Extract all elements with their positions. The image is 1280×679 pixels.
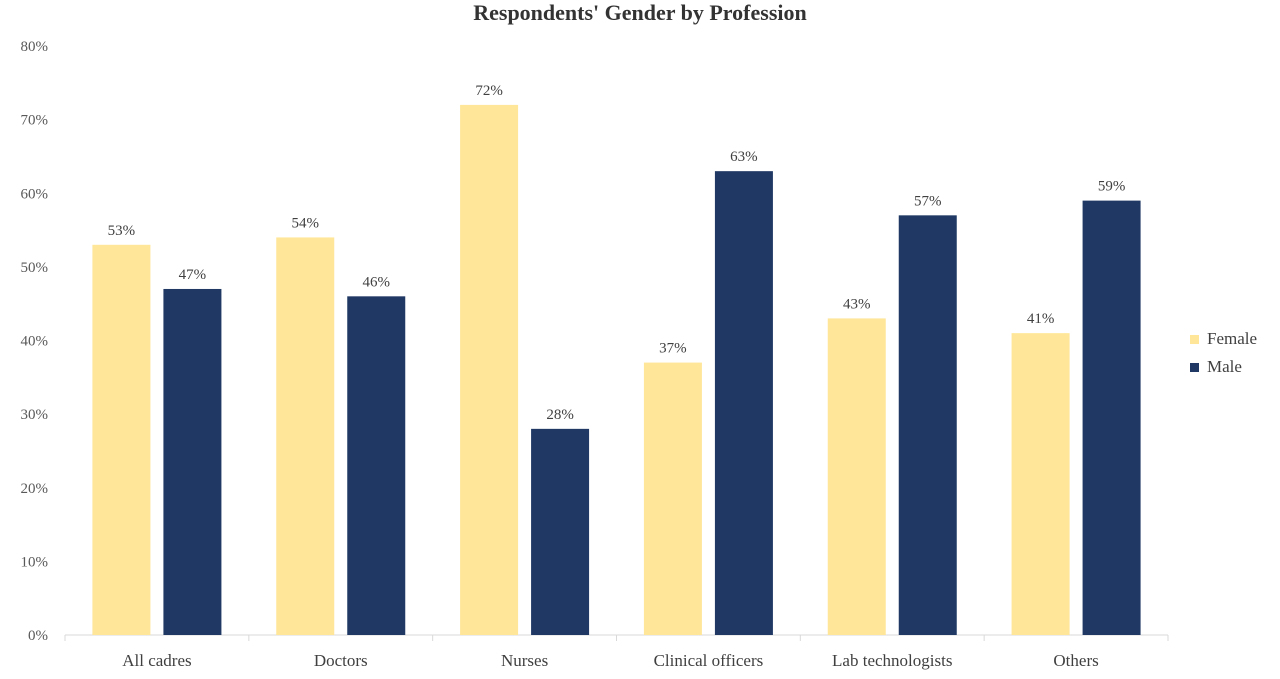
data-label: 28% <box>546 407 574 423</box>
data-label: 53% <box>108 223 136 239</box>
bar-female <box>92 244 151 635</box>
x-axis: All cadres Doctors Nurses Clinical officers… <box>64 634 1169 670</box>
bar-female <box>1011 333 1070 635</box>
y-tick-label: 10% <box>21 554 49 570</box>
data-label: 57% <box>914 193 942 209</box>
bar-female <box>827 318 886 635</box>
y-tick-label: 60% <box>21 186 49 202</box>
data-label: 54% <box>292 215 320 231</box>
bar-female <box>460 104 519 635</box>
y-tick-label: 0% <box>28 628 48 644</box>
data-label: 37% <box>659 341 687 357</box>
data-label: 59% <box>1098 179 1126 195</box>
x-category-label: Doctors <box>314 651 368 670</box>
legend-swatch-male <box>1190 363 1199 372</box>
data-label: 63% <box>730 149 758 165</box>
x-category-label: Lab technologists <box>832 651 952 670</box>
bar-male <box>163 288 222 635</box>
bar-male <box>1082 200 1141 636</box>
data-labels: 53% 47% 54% 46% 72% 28% 37% 63% 43% 57% 41% 59% <box>108 83 1126 423</box>
x-category-label: Clinical officers <box>654 651 764 670</box>
data-label: 46% <box>363 274 391 290</box>
data-label: 72% <box>475 83 503 99</box>
bars <box>92 104 1141 636</box>
bar-female <box>643 362 702 635</box>
data-label: 43% <box>843 296 871 312</box>
y-tick-label: 70% <box>21 113 49 129</box>
y-tick-label: 80% <box>21 39 49 55</box>
data-label: 47% <box>179 267 207 283</box>
y-tick-label: 20% <box>21 481 49 497</box>
chart-title: Respondents' Gender by Profession <box>473 0 807 25</box>
bar-male <box>347 296 406 635</box>
bar-male <box>531 428 590 635</box>
y-tick-label: 40% <box>21 334 49 350</box>
bar-female <box>276 237 335 636</box>
data-label: 41% <box>1027 311 1055 327</box>
y-tick-label: 30% <box>21 407 49 423</box>
legend-label-male: Male <box>1207 357 1242 376</box>
bar-male <box>714 171 773 635</box>
x-category-label: Others <box>1053 651 1098 670</box>
x-category-label: All cadres <box>122 651 191 670</box>
x-category-label: Nurses <box>501 651 548 670</box>
legend-label-female: Female <box>1207 329 1257 348</box>
legend: Female Male <box>1190 329 1257 376</box>
bar-male <box>898 215 957 635</box>
legend-swatch-female <box>1190 335 1199 344</box>
y-tick-label: 50% <box>21 260 49 276</box>
y-axis: 0% 10% 20% 30% 40% 50% 60% 70% 80% <box>21 39 49 644</box>
